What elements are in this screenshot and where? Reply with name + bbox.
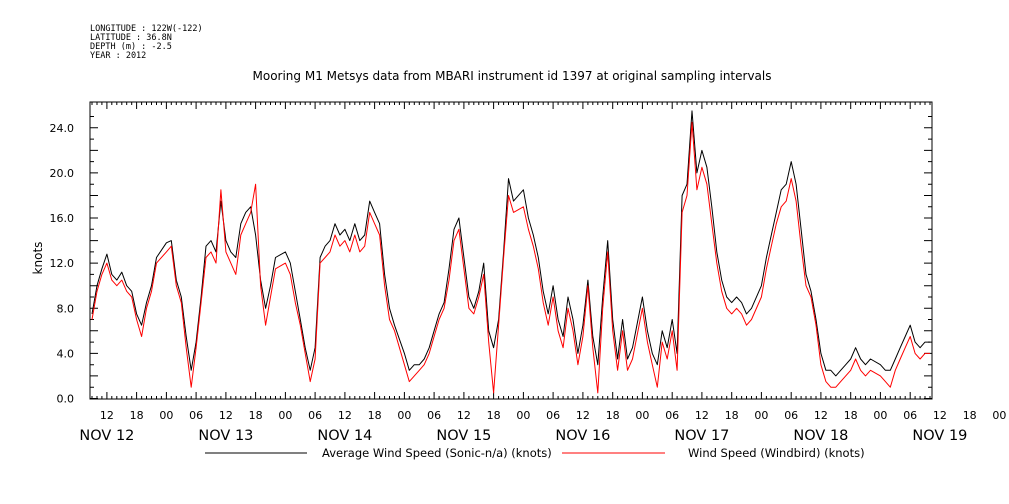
y-tick-labels: 0.0 4.0 8.0 12.0 16.0 20.0 24.0: [50, 122, 75, 406]
x-hour-label: 06: [427, 409, 441, 422]
x-hour-label: 18: [606, 409, 620, 422]
x-hour-label: 06: [784, 409, 798, 422]
x-hour-label: 00: [516, 409, 530, 422]
x-hour-label: 00: [397, 409, 411, 422]
y-tick-label: 0.0: [57, 393, 75, 406]
x-hour-label: 12: [695, 409, 709, 422]
x-hour-label: 00: [278, 409, 292, 422]
x-hour-labels: 12 18 00 06 12 18 00 06 12 18 00 06 12 18 00 06 12 18 00 06…: [100, 409, 1007, 422]
y-axis-label: knots: [31, 242, 45, 275]
x-day-label: NOV 15: [436, 428, 491, 444]
y-tick-label: 8.0: [57, 302, 75, 315]
header-depth: DEPTH (m) : -2.5: [90, 42, 172, 52]
x-hour-label: 00: [992, 409, 1006, 422]
x-hour-label: 12: [933, 409, 947, 422]
x-hour-label: 12: [338, 409, 352, 422]
plot-frame: [89, 101, 933, 400]
x-hour-label: 00: [635, 409, 649, 422]
x-hour-label: 00: [754, 409, 768, 422]
x-hour-label: 00: [873, 409, 887, 422]
y-tick-label: 16.0: [50, 212, 75, 225]
x-hour-label: 06: [189, 409, 203, 422]
x-hour-label: 18: [487, 409, 501, 422]
tick-path: [90, 102, 932, 399]
y-tick-label: 24.0: [50, 122, 75, 135]
legend-label-windbird: Wind Speed (Windbird) (knots): [688, 446, 865, 460]
x-hour-label: 12: [457, 409, 471, 422]
x-hour-label: 12: [814, 409, 828, 422]
x-hour-label: 18: [368, 409, 382, 422]
x-hour-label: 18: [725, 409, 739, 422]
header-year: YEAR : 2012: [90, 51, 146, 61]
x-hour-label: 12: [576, 409, 590, 422]
x-day-label: NOV 14: [317, 428, 372, 444]
series-lines: [91, 110, 930, 394]
chart-title: Mooring M1 Metsys data from MBARI instru…: [253, 69, 772, 83]
x-day-label: NOV 16: [555, 428, 610, 444]
header-longitude: LONGITUDE : 122W(-122): [90, 24, 203, 34]
x-hour-label: 00: [159, 409, 173, 422]
tick-marks: [90, 102, 932, 399]
x-hour-label: 12: [100, 409, 114, 422]
x-hour-label: 06: [903, 409, 917, 422]
x-hour-label: 06: [546, 409, 560, 422]
x-day-label: NOV 19: [912, 428, 967, 444]
x-day-label: NOV 18: [793, 428, 848, 444]
x-day-label: NOV 13: [198, 428, 253, 444]
x-day-label: NOV 17: [674, 428, 729, 444]
y-tick-label: 20.0: [50, 167, 75, 180]
x-hour-label: 18: [130, 409, 144, 422]
y-tick-label: 12.0: [50, 257, 75, 270]
x-hour-label: 18: [844, 409, 858, 422]
legend: Average Wind Speed (Sonic-n/a) (knots) W…: [205, 446, 865, 460]
x-hour-label: 06: [665, 409, 679, 422]
y-tick-label: 4.0: [57, 347, 75, 360]
x-hour-label: 18: [963, 409, 977, 422]
x-hour-label: 18: [249, 409, 263, 422]
legend-label-sonic: Average Wind Speed (Sonic-n/a) (knots): [322, 446, 552, 460]
header-latitude: LATITUDE : 36.8N: [90, 33, 172, 43]
x-day-label: NOV 12: [79, 428, 134, 444]
series-line-windbird: [91, 121, 930, 394]
x-hour-label: 12: [219, 409, 233, 422]
x-hour-label: 06: [308, 409, 322, 422]
series-line-sonic: [91, 110, 930, 377]
x-day-labels: NOV 12 NOV 13 NOV 14 NOV 15 NOV 16 NOV 17 NOV …: [79, 428, 967, 444]
